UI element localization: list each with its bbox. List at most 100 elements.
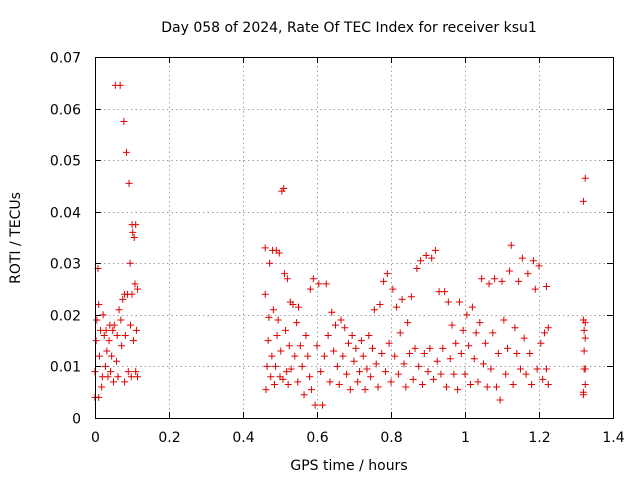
data-point — [326, 378, 334, 386]
data-point — [400, 360, 408, 368]
data-point — [524, 270, 532, 278]
data-point — [130, 234, 138, 241]
data-point — [496, 396, 504, 404]
data-point — [404, 319, 412, 327]
data-point — [418, 380, 426, 388]
data-point — [361, 386, 369, 394]
data-point — [348, 331, 356, 339]
data-point — [502, 370, 510, 378]
data-point — [121, 331, 129, 339]
data-point — [346, 386, 354, 394]
data-point — [283, 275, 291, 283]
data-point — [509, 380, 517, 388]
data-point — [468, 303, 476, 311]
data-point — [372, 360, 380, 368]
data-point — [92, 337, 100, 345]
data-point — [485, 280, 493, 288]
data-point — [541, 329, 549, 337]
data-point — [266, 259, 274, 267]
data-point — [413, 264, 421, 272]
data-point — [280, 185, 288, 193]
data-point — [101, 362, 109, 370]
data-point — [108, 352, 116, 360]
data-point — [328, 308, 336, 316]
data-point — [129, 337, 137, 345]
data-point — [134, 373, 142, 381]
data-point — [542, 365, 550, 373]
data-point — [125, 179, 133, 187]
data-point — [274, 316, 282, 324]
data-point — [544, 324, 552, 332]
data-point — [128, 290, 136, 298]
data-point — [465, 342, 473, 350]
data-point — [339, 352, 347, 360]
data-point — [344, 339, 352, 347]
data-point — [481, 339, 489, 347]
chart-title: Day 058 of 2024, Rate Of TEC Index for r… — [161, 20, 537, 36]
y-tick-label: 0.02 — [50, 309, 81, 325]
data-point — [112, 357, 120, 365]
y-tick-label: 0.05 — [50, 154, 81, 170]
data-point — [109, 326, 117, 334]
data-point — [422, 252, 430, 260]
data-point — [492, 383, 500, 391]
data-point — [269, 306, 277, 314]
data-point — [439, 344, 447, 352]
data-point — [131, 280, 139, 288]
data-point — [504, 344, 512, 352]
data-point — [95, 301, 103, 309]
data-point — [359, 352, 367, 360]
data-point — [285, 342, 293, 350]
data-point — [265, 313, 273, 321]
data-point — [306, 373, 314, 381]
data-point — [581, 380, 589, 388]
data-point — [289, 301, 297, 309]
data-point — [463, 311, 471, 319]
data-point — [277, 347, 285, 355]
data-point — [287, 365, 295, 373]
data-point — [127, 373, 135, 381]
y-tick-label: 0.01 — [50, 360, 81, 376]
data-point — [407, 293, 415, 301]
data-point — [298, 362, 306, 370]
data-point — [467, 380, 475, 388]
data-point — [99, 311, 107, 319]
data-point — [448, 321, 456, 329]
data-point — [454, 386, 462, 394]
plot-frame — [95, 57, 614, 419]
data-point — [293, 319, 301, 327]
data-point — [369, 344, 376, 352]
data-point — [268, 352, 276, 360]
x-tick-label: 1 — [461, 430, 470, 446]
data-point — [284, 380, 292, 388]
data-point — [262, 386, 270, 394]
data-point — [444, 298, 452, 306]
data-point — [579, 388, 587, 396]
data-point — [391, 352, 399, 360]
data-point — [132, 221, 140, 229]
data-point — [117, 316, 125, 324]
data-point — [470, 355, 478, 363]
data-point — [98, 383, 106, 391]
data-point — [389, 285, 397, 293]
data-point — [513, 350, 521, 358]
data-point — [402, 383, 410, 391]
data-point — [476, 319, 484, 327]
data-point — [332, 321, 339, 329]
data-point — [333, 362, 341, 370]
x-tick-label: 0.6 — [306, 430, 328, 446]
data-point — [387, 378, 395, 386]
data-point — [491, 275, 499, 283]
data-point — [354, 378, 362, 386]
data-point — [529, 257, 537, 265]
data-point — [409, 375, 417, 383]
data-point — [370, 306, 378, 314]
data-point — [93, 316, 101, 324]
data-point — [261, 290, 269, 298]
y-tick-label: 0.04 — [50, 206, 81, 222]
data-point — [113, 331, 121, 339]
data-point — [581, 319, 589, 327]
data-point — [580, 347, 588, 355]
data-point — [320, 352, 328, 360]
data-point — [104, 373, 112, 381]
